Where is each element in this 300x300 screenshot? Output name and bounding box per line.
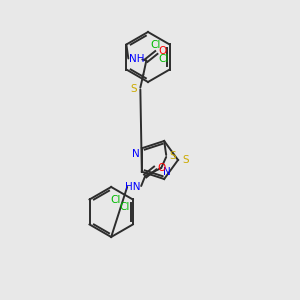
Text: N: N [163, 167, 171, 177]
Text: S: S [183, 155, 189, 165]
Text: S: S [130, 83, 137, 94]
Text: NH: NH [129, 55, 144, 64]
Text: Cl: Cl [110, 195, 120, 205]
Text: Cl: Cl [158, 53, 169, 64]
Text: O: O [157, 163, 165, 173]
Text: S: S [170, 151, 176, 161]
Text: HN: HN [125, 182, 141, 192]
Text: Cl: Cl [151, 40, 161, 50]
Text: N: N [132, 149, 140, 159]
Text: O: O [158, 46, 166, 56]
Text: Cl: Cl [120, 202, 130, 212]
